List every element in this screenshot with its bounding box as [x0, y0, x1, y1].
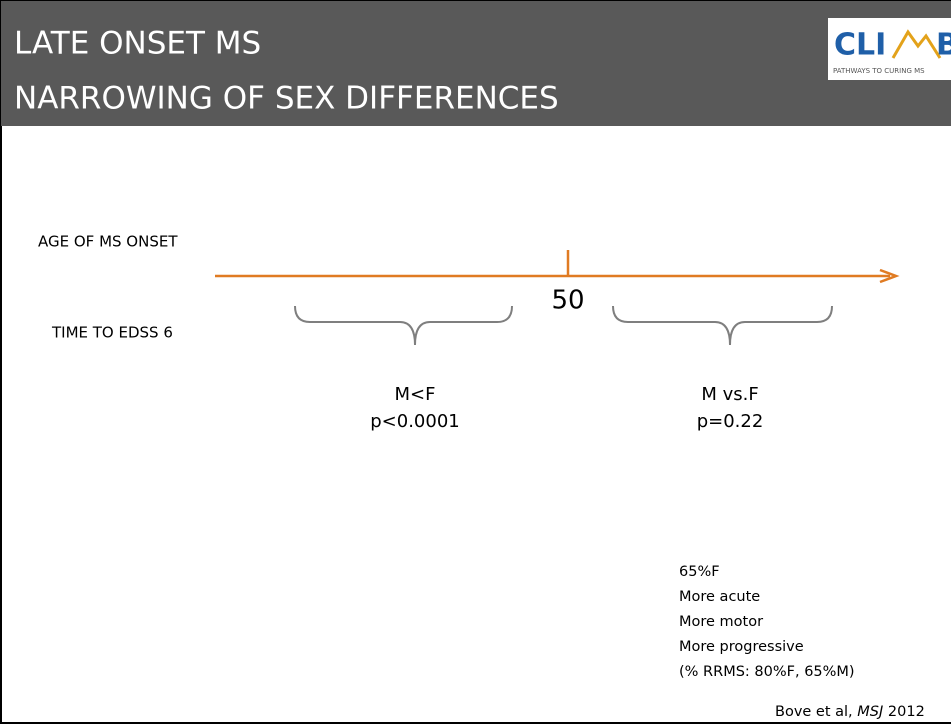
title-line: NARROWING OF SEX DIFFERENCES	[14, 81, 559, 117]
group-label: p<0.0001	[370, 411, 460, 432]
bracket	[294, 305, 513, 346]
timeline-marker: 50	[551, 286, 584, 316]
citation-authors: Bove et al,	[775, 704, 857, 720]
citation: Bove et al, MSJ 2012	[775, 704, 925, 720]
logo-text: B	[936, 28, 951, 63]
logo-tagline: PATHWAYS TO CURING MS	[833, 67, 925, 75]
title-line: LATE ONSET MS	[14, 26, 261, 62]
group-label: M<F	[395, 384, 436, 405]
group-label: M vs.F	[701, 384, 758, 405]
logo-mountain	[891, 29, 942, 59]
note: More acute	[679, 589, 760, 605]
timeline-arrow	[879, 268, 900, 284]
bracket	[612, 305, 833, 346]
note: (% RRMS: 80%F, 65%M)	[679, 664, 855, 680]
logo: CLI B PATHWAYS TO CURING MS	[828, 18, 951, 80]
logo-text: CLI	[834, 28, 886, 63]
header-band	[1, 1, 951, 126]
citation-year: 2012	[883, 704, 925, 720]
note: More progressive	[679, 639, 804, 655]
row-label: TIME TO EDSS 6	[51, 324, 173, 342]
row-label: AGE OF MS ONSET	[38, 233, 178, 251]
group-label: p=0.22	[697, 411, 764, 432]
note: 65%F	[679, 564, 720, 580]
citation-journal: MSJ	[857, 704, 883, 720]
logo-box	[828, 18, 951, 80]
note: More motor	[679, 614, 763, 630]
